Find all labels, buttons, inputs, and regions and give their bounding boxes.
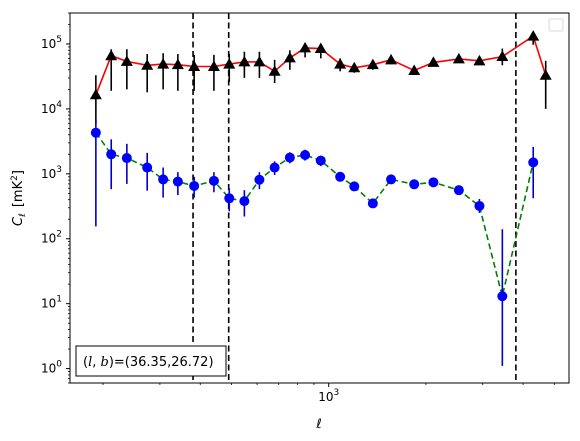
series-layer	[89, 30, 552, 366]
data-point-triangle	[171, 58, 184, 70]
data-point-triangle	[238, 55, 251, 67]
series-1	[89, 30, 552, 124]
data-point-triangle	[157, 58, 170, 69]
x-axis-label: ℓ	[315, 417, 321, 432]
data-point-circle	[172, 176, 183, 187]
data-point-triangle	[314, 42, 327, 54]
y-axis-label: Cℓ[mK2]	[10, 170, 28, 226]
y-tick-label: 103	[41, 165, 62, 181]
data-point-circle	[90, 127, 101, 138]
data-point-circle	[224, 193, 235, 204]
data-point-triangle	[268, 65, 281, 76]
data-point-triangle	[188, 60, 201, 71]
plot-background	[70, 13, 569, 383]
data-point-triangle	[105, 49, 118, 61]
data-point-circle	[269, 162, 280, 173]
data-point-triangle	[120, 55, 133, 66]
y-tick-label: 105	[41, 35, 62, 51]
data-point-triangle	[539, 69, 552, 80]
data-point-circle	[254, 174, 265, 185]
data-point-circle	[386, 174, 397, 185]
data-point-circle	[121, 153, 132, 164]
data-point-circle	[142, 162, 153, 173]
series-2	[90, 119, 539, 366]
data-point-triangle	[334, 58, 347, 69]
data-point-triangle	[385, 53, 398, 65]
data-point-triangle	[283, 51, 296, 63]
data-point-circle	[453, 185, 464, 196]
x-tick-label: 103	[318, 388, 339, 404]
data-point-triangle	[408, 64, 421, 76]
y-tick-label: 102	[41, 230, 62, 246]
data-point-triangle	[527, 30, 540, 41]
data-point-triangle	[223, 58, 236, 69]
data-point-triangle	[299, 41, 312, 53]
axis-ticks: 100 101 102 103 104 105 103	[41, 12, 555, 404]
data-point-triangle	[141, 59, 154, 70]
data-point-circle	[349, 181, 360, 192]
data-point-circle	[189, 180, 200, 191]
data-point-circle	[474, 200, 485, 211]
data-point-triangle	[348, 61, 361, 73]
data-point-circle	[409, 179, 420, 190]
data-point-circle	[528, 157, 539, 168]
data-point-circle	[315, 155, 326, 166]
data-point-circle	[284, 152, 295, 163]
data-point-triangle	[452, 52, 465, 64]
data-point-circle	[106, 149, 117, 160]
annotation-text: (l, b)=(36.35,26.72)	[83, 355, 214, 370]
data-point-triangle	[427, 56, 440, 67]
data-point-circle	[300, 149, 311, 160]
y-tick-label: 101	[41, 295, 62, 311]
data-point-triangle	[473, 54, 486, 66]
data-point-triangle	[207, 60, 220, 71]
data-point-circle	[335, 171, 346, 182]
data-point-circle	[428, 177, 439, 188]
annotation-box	[75, 345, 227, 377]
data-point-triangle	[366, 58, 379, 70]
data-point-triangle	[253, 55, 266, 67]
data-point-circle	[239, 196, 250, 207]
data-point-circle	[367, 198, 378, 209]
data-point-circle	[208, 175, 219, 186]
plot-frame	[69, 12, 570, 384]
y-tick-label: 100	[41, 360, 62, 376]
data-point-circle	[497, 291, 508, 302]
y-tick-label: 104	[41, 100, 62, 116]
data-point-triangle	[89, 88, 102, 100]
data-point-circle	[158, 174, 169, 185]
data-point-triangle	[496, 50, 509, 62]
legend-box	[548, 18, 564, 32]
